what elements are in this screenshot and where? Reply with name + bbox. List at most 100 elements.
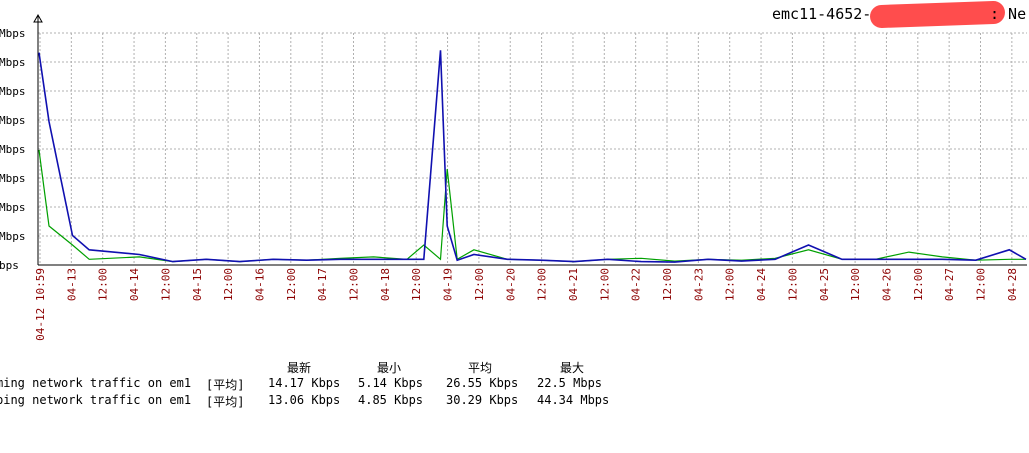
x-tick-group: 04-24 <box>755 268 768 301</box>
x-tick-label: 04-12 10:59 <box>34 268 47 341</box>
legend-row-2-latest: 13.06 Kbps <box>268 393 341 407</box>
x-tick-group: 12:00 <box>473 268 486 301</box>
x-axis: 04-12 10:59 04-13 12:00 04-14 12:00 04-15 12:0… <box>34 264 1027 341</box>
x-tick-group: 04-19 <box>442 268 455 301</box>
x-tick-label: 04-21 <box>567 268 580 301</box>
x-tick-label: 12:00 <box>975 268 988 301</box>
x-tick-label: 12:00 <box>724 268 737 301</box>
legend-row-1-min: 5.14 Kbps <box>358 376 424 390</box>
y-axis: Mbps Mbps Mbps Mbps Mbps Mbps Mbps Mbps bps <box>0 13 43 272</box>
x-tick-label: 04-20 <box>504 268 517 301</box>
x-tick-label: 04-25 <box>818 268 831 301</box>
x-tick-label: 12:00 <box>159 268 172 301</box>
x-tick-group: 12:00 <box>285 268 298 301</box>
legend-row-1-label: ming network traffic on em1 <box>0 376 192 390</box>
y-tick-label: bps <box>0 259 19 272</box>
x-tick-group: 12:00 <box>97 268 110 301</box>
x-tick-label: 04-23 <box>692 268 705 301</box>
x-tick-label: 12:00 <box>97 268 110 301</box>
y-tick-label: Mbps <box>0 172 26 185</box>
x-tick-group: 12:00 <box>849 268 862 301</box>
x-tick-label: 12:00 <box>786 268 799 301</box>
x-tick-group: 12:00 <box>410 268 423 301</box>
y-tick-label: Mbps <box>0 56 26 69</box>
x-tick-group: 12:00 <box>598 268 611 301</box>
legend-row-1-avg: 26.55 Kbps <box>446 376 519 390</box>
x-tick-label: 12:00 <box>849 268 862 301</box>
legend-row-1-max: 22.5 Mbps <box>537 376 603 390</box>
x-tick-group: 12:00 <box>975 268 988 301</box>
x-tick-group: 04-16 <box>253 268 266 301</box>
x-tick-group: 04-14 <box>128 268 141 301</box>
x-tick-label: 04-19 <box>442 268 455 301</box>
x-tick-group: 04-15 <box>191 268 204 301</box>
x-tick-label: 12:00 <box>410 268 423 301</box>
y-tick-label: Mbps <box>0 143 26 156</box>
x-tick-label: 12:00 <box>536 268 549 301</box>
x-tick-label: 12:00 <box>348 268 361 301</box>
x-tick-group: 04-26 <box>880 268 893 301</box>
chart-grid <box>38 32 1027 266</box>
x-tick-group: 12:00 <box>536 268 549 301</box>
y-tick-label: Mbps <box>0 27 26 40</box>
x-tick-label: 04-26 <box>880 268 893 301</box>
y-tick-label: Mbps <box>0 201 26 214</box>
x-tick-group: 04-13 <box>65 268 78 301</box>
legend-row-2-label: bing network traffic on em1 <box>0 393 192 407</box>
x-tick-group: 04-22 <box>630 268 643 301</box>
x-tick-group: 04-12 10:59 <box>34 268 47 341</box>
x-tick-group: 12:00 <box>348 268 361 301</box>
x-tick-label: 12:00 <box>598 268 611 301</box>
x-tick-group: 12:00 <box>724 268 737 301</box>
x-tick-group: 12:00 <box>786 268 799 301</box>
x-tick-group: 04-17 <box>316 268 329 301</box>
chart-series <box>38 50 1027 263</box>
redaction-mark <box>869 0 1006 29</box>
x-tick-group: 04-20 <box>504 268 517 301</box>
x-tick-label: 04-22 <box>630 268 643 301</box>
legend-row-2-avg: 30.29 Kbps <box>446 393 519 407</box>
y-axis-arrow <box>33 13 43 23</box>
x-tick-label: 12:00 <box>912 268 925 301</box>
x-tick-group: 04-23 <box>692 268 705 301</box>
legend-header-latest: 最新 <box>287 361 312 375</box>
y-tick-label: Mbps <box>0 85 26 98</box>
x-tick-group: 12:00 <box>661 268 674 301</box>
x-tick-group: 12:00 <box>222 268 235 301</box>
legend-header-max: 最大 <box>560 361 585 375</box>
series-line-2 <box>38 50 1027 263</box>
chart-title-prefix: emc11-4652- <box>772 5 872 23</box>
y-tick-label: Mbps <box>0 230 26 243</box>
x-tick-label: 04-17 <box>316 268 329 301</box>
x-tick-label: 12:00 <box>285 268 298 301</box>
legend-row-2-max: 44.34 Mbps <box>537 393 610 407</box>
x-tick-group: 04-25 <box>818 268 831 301</box>
x-tick-group: 04-27 <box>943 268 956 301</box>
x-tick-label: 04-16 <box>253 268 266 301</box>
x-tick-label: 04-18 <box>379 268 392 301</box>
x-tick-label: 04-24 <box>755 268 768 301</box>
x-tick-label: 04-28 <box>1006 268 1019 301</box>
x-tick-label: 04-27 <box>943 268 956 301</box>
x-tick-group: 04-28 <box>1006 268 1019 301</box>
x-tick-group: 04-21 <box>567 268 580 301</box>
x-tick-label: 12:00 <box>473 268 486 301</box>
x-tick-group: 12:00 <box>912 268 925 301</box>
x-tick-label: 12:00 <box>222 268 235 301</box>
x-tick-label: 04-14 <box>128 268 141 301</box>
legend-row-1-cf: [平均] <box>206 378 245 392</box>
legend-row-1-latest: 14.17 Kbps <box>268 376 341 390</box>
x-tick-label: 12:00 <box>661 268 674 301</box>
series-line-1 <box>38 149 1026 263</box>
chart-title-suffix: : Ne <box>990 5 1027 23</box>
x-tick-group: 12:00 <box>159 268 172 301</box>
x-tick-group: 04-18 <box>379 268 392 301</box>
x-tick-label: 04-13 <box>65 268 78 301</box>
x-tick-label: 04-15 <box>191 268 204 301</box>
legend-header-avg: 平均 <box>468 361 493 375</box>
legend-row-2-cf: [平均] <box>206 395 245 409</box>
y-tick-label: Mbps <box>0 114 26 127</box>
legend-row-2-min: 4.85 Kbps <box>358 393 424 407</box>
traffic-chart: Mbps Mbps Mbps Mbps Mbps Mbps Mbps Mbps bps 04-1… <box>0 13 1027 341</box>
legend-header-min: 最小 <box>377 361 402 375</box>
